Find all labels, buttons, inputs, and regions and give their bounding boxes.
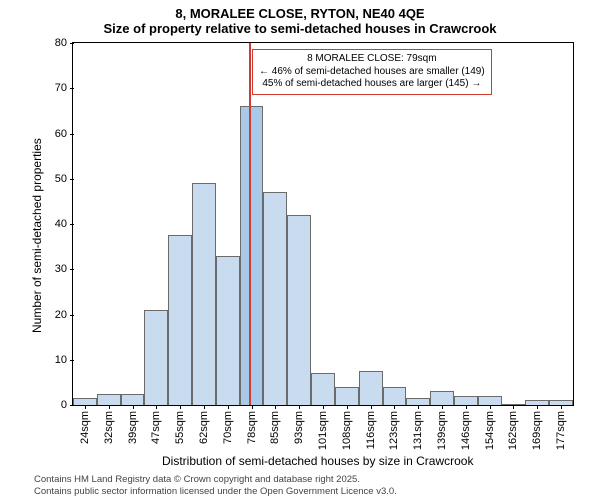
histogram-bar: [430, 391, 454, 405]
y-tick: 70: [55, 82, 73, 94]
x-tick-label: 93sqm: [293, 411, 305, 444]
footer-line-1: Contains HM Land Registry data © Crown c…: [34, 474, 397, 486]
x-tick-mark: [371, 405, 372, 409]
annotation-box: 8 MORALEE CLOSE: 79sqm← 46% of semi-deta…: [252, 49, 492, 95]
y-tick: 50: [55, 173, 73, 185]
x-tick-mark: [204, 405, 205, 409]
x-tick-label: 162sqm: [507, 411, 519, 450]
y-tick: 60: [55, 128, 73, 140]
x-tick-label: 123sqm: [388, 411, 400, 450]
x-tick-mark: [299, 405, 300, 409]
x-tick-label: 78sqm: [246, 411, 258, 444]
x-tick-label: 70sqm: [222, 411, 234, 444]
histogram-bar: [216, 256, 240, 405]
x-tick-label: 39sqm: [127, 411, 139, 444]
y-tick: 0: [61, 399, 73, 411]
plot-area: 0102030405060708024sqm32sqm39sqm47sqm55s…: [72, 42, 574, 406]
y-axis-label: Number of semi-detached properties: [30, 138, 44, 333]
x-tick-label: 177sqm: [555, 411, 567, 450]
x-tick-label: 116sqm: [365, 411, 377, 449]
histogram-bar: [97, 394, 121, 405]
annotation-line: 8 MORALEE CLOSE: 79sqm: [259, 53, 485, 66]
x-tick-mark: [466, 405, 467, 409]
x-tick-label: 24sqm: [79, 411, 91, 444]
histogram-bar: [311, 373, 335, 405]
x-tick-label: 169sqm: [531, 411, 543, 450]
property-marker-line: [249, 43, 251, 405]
chart-container: 0 10 20 30 40 50 60 70 80 24sqm 32sqm 39sqm 47sqm 55s…: [0, 0, 600, 500]
x-tick-mark: [133, 405, 134, 409]
x-tick-mark: [394, 405, 395, 409]
x-tick-label: 146sqm: [460, 411, 472, 450]
x-tick-mark: [156, 405, 157, 409]
x-tick-label: 108sqm: [341, 411, 353, 450]
x-tick-mark: [537, 405, 538, 409]
histogram-bar: [478, 396, 502, 405]
x-tick-label: 131sqm: [412, 411, 424, 450]
histogram-bar: [454, 396, 478, 405]
x-tick-mark: [323, 405, 324, 409]
x-tick-mark: [275, 405, 276, 409]
histogram-bar: [287, 215, 311, 405]
footer-line-2: Contains public sector information licen…: [34, 486, 397, 498]
histogram-bar: [121, 394, 145, 405]
x-tick-mark: [418, 405, 419, 409]
y-tick: 80: [55, 37, 73, 49]
histogram-bar: [359, 371, 383, 405]
x-tick-mark: [513, 405, 514, 409]
x-tick-label: 62sqm: [198, 411, 210, 444]
y-tick: 40: [55, 218, 73, 230]
annotation-line: ← 46% of semi-detached houses are smalle…: [259, 66, 485, 79]
annotation-line: 45% of semi-detached houses are larger (…: [259, 78, 485, 91]
x-tick-mark: [109, 405, 110, 409]
x-tick-mark: [442, 405, 443, 409]
x-tick-label: 154sqm: [484, 411, 496, 450]
x-tick-mark: [561, 405, 562, 409]
x-tick-label: 47sqm: [150, 411, 162, 444]
x-tick-label: 85sqm: [269, 411, 281, 444]
y-tick: 10: [55, 354, 73, 366]
histogram-bar: [383, 387, 407, 405]
y-tick: 20: [55, 309, 73, 321]
chart-footer: Contains HM Land Registry data © Crown c…: [34, 474, 397, 498]
histogram-bar: [144, 310, 168, 405]
x-tick-mark: [85, 405, 86, 409]
histogram-bar: [168, 235, 192, 405]
x-tick-label: 101sqm: [317, 411, 329, 450]
x-tick-label: 32sqm: [103, 411, 115, 444]
x-tick-mark: [228, 405, 229, 409]
x-tick-mark: [490, 405, 491, 409]
histogram-bar: [73, 398, 97, 405]
x-tick-mark: [347, 405, 348, 409]
histogram-bar: [192, 183, 216, 405]
x-tick-label: 55sqm: [174, 411, 186, 444]
histogram-bar: [263, 192, 287, 405]
histogram-bar: [406, 398, 430, 405]
x-tick-mark: [252, 405, 253, 409]
y-tick: 30: [55, 263, 73, 275]
x-axis-label: Distribution of semi-detached houses by …: [162, 454, 473, 468]
histogram-bar: [335, 387, 359, 405]
histogram-bar: [240, 106, 264, 405]
x-tick-mark: [180, 405, 181, 409]
x-tick-label: 139sqm: [436, 411, 448, 450]
